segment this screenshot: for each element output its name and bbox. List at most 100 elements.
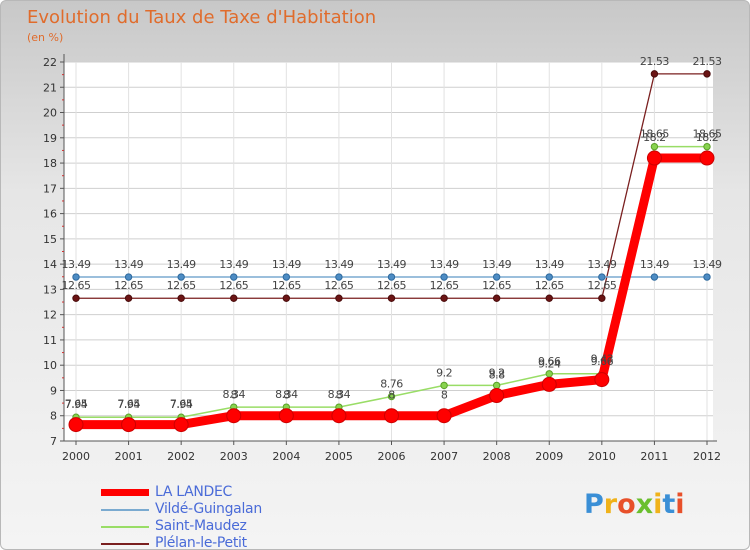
data-label-vilde: 13.49 bbox=[430, 258, 459, 271]
y-tick-label: 8 bbox=[50, 410, 57, 423]
y-tick-label: 12 bbox=[43, 309, 57, 322]
data-label-plelan: 12.65 bbox=[167, 279, 196, 292]
data-point-plelan bbox=[650, 70, 659, 78]
data-label-plelan: 12.65 bbox=[219, 279, 248, 292]
data-label-plelan: 12.65 bbox=[430, 279, 459, 292]
x-tick-label: 2012 bbox=[693, 450, 721, 463]
data-label-la_landec: 7.65 bbox=[65, 398, 88, 411]
data-point-plelan bbox=[598, 294, 606, 302]
data-label-vilde: 13.49 bbox=[219, 258, 248, 271]
data-label-plelan: 12.65 bbox=[482, 279, 511, 292]
data-label-la_landec: 9.24 bbox=[538, 357, 561, 370]
data-point-vilde bbox=[230, 273, 238, 281]
y-tick-label: 19 bbox=[43, 132, 57, 145]
data-label-saint: 8.34 bbox=[223, 388, 246, 401]
data-label-vilde: 13.49 bbox=[693, 258, 722, 271]
logo-letter: P bbox=[584, 489, 604, 520]
data-label-plelan: 12.65 bbox=[62, 279, 91, 292]
data-point-plelan bbox=[492, 294, 501, 302]
data-label-saint: 18.65 bbox=[693, 128, 722, 141]
data-point-plelan bbox=[440, 294, 448, 302]
data-point-saint bbox=[440, 381, 448, 390]
data-label-la_landec: 8.8 bbox=[489, 369, 505, 382]
legend-item-la-landec: LA LANDEC bbox=[101, 484, 361, 502]
y-tick-label: 16 bbox=[43, 208, 57, 221]
data-point-la_landec bbox=[436, 408, 452, 424]
data-point-la_landec bbox=[331, 408, 347, 424]
logo-letter: i bbox=[653, 489, 663, 520]
data-label-vilde: 13.49 bbox=[272, 258, 301, 271]
data-point-vilde bbox=[72, 273, 80, 281]
data-point-la_landec bbox=[541, 376, 557, 392]
data-point-la_landec bbox=[226, 408, 242, 424]
data-point-la_landec bbox=[278, 408, 294, 424]
data-point-plelan bbox=[545, 294, 553, 302]
legend-swatch-saint-maudez bbox=[101, 526, 149, 528]
data-point-saint bbox=[492, 381, 501, 390]
y-tick-label: 13 bbox=[43, 283, 57, 296]
data-label-saint: 7.94 bbox=[117, 398, 140, 411]
data-point-vilde bbox=[124, 273, 133, 281]
data-point-la_landec bbox=[594, 372, 610, 388]
data-label-plelan: 12.65 bbox=[535, 279, 564, 292]
data-point-saint bbox=[387, 392, 396, 401]
legend-label-la-landec: LA LANDEC bbox=[155, 484, 233, 500]
y-tick-label: 11 bbox=[43, 334, 57, 347]
legend-item-plelan-le-petit: Plélan-le-Petit bbox=[101, 535, 361, 550]
data-point-la_landec bbox=[384, 408, 399, 424]
y-tick-label: 7 bbox=[50, 435, 57, 448]
data-point-vilde bbox=[598, 273, 606, 281]
data-label-vilde: 13.49 bbox=[535, 258, 564, 271]
x-tick-label: 2005 bbox=[325, 450, 353, 463]
data-label-saint: 9.66 bbox=[538, 355, 561, 368]
legend-swatch-plelan-le-petit bbox=[101, 543, 149, 545]
x-tick-label: 2007 bbox=[430, 450, 458, 463]
data-point-vilde bbox=[545, 273, 553, 281]
data-point-vilde bbox=[387, 273, 396, 281]
data-point-vilde bbox=[282, 273, 291, 281]
data-label-saint: 7.94 bbox=[170, 398, 193, 411]
data-label-plelan: 12.65 bbox=[324, 279, 353, 292]
legend-label-plelan-le-petit: Plélan-le-Petit bbox=[155, 535, 247, 550]
chart-title: Evolution du Taux de Taxe d'Habitation bbox=[27, 7, 377, 28]
data-point-vilde bbox=[177, 273, 185, 281]
data-point-vilde bbox=[703, 273, 711, 281]
y-tick-label: 18 bbox=[43, 157, 57, 170]
data-point-plelan bbox=[335, 294, 343, 302]
x-tick-label: 2000 bbox=[62, 450, 90, 463]
data-label-vilde: 13.49 bbox=[114, 258, 143, 271]
x-tick-label: 2002 bbox=[167, 450, 195, 463]
x-tick-label: 2001 bbox=[115, 450, 143, 463]
data-point-plelan bbox=[177, 294, 185, 302]
logo-letter: r bbox=[603, 489, 618, 520]
data-label-vilde: 13.49 bbox=[62, 258, 91, 271]
data-label-plelan: 12.65 bbox=[587, 279, 616, 292]
y-tick-label: 9 bbox=[50, 384, 57, 397]
legend: LA LANDEC Vildé-Guingalan Saint-Maudez P… bbox=[101, 484, 361, 550]
data-point-saint bbox=[545, 370, 553, 378]
data-label-plelan: 21.53 bbox=[640, 55, 669, 68]
data-label-la_landec: 8 bbox=[336, 389, 343, 402]
y-tick-label: 14 bbox=[43, 258, 57, 271]
y-tick-label: 22 bbox=[43, 56, 57, 69]
data-label-la_landec: 8 bbox=[388, 389, 395, 402]
data-label-la_landec: 18.2 bbox=[643, 131, 666, 144]
legend-item-saint-maudez: Saint-Maudez bbox=[101, 518, 361, 536]
data-label-la_landec: 18.2 bbox=[696, 131, 719, 144]
legend-label-saint-maudez: Saint-Maudez bbox=[155, 518, 247, 534]
data-label-vilde: 13.49 bbox=[167, 258, 196, 271]
data-point-vilde bbox=[650, 273, 659, 281]
data-label-plelan: 21.53 bbox=[693, 55, 722, 68]
data-point-saint bbox=[650, 142, 659, 151]
data-point-vilde bbox=[440, 273, 448, 281]
x-tick-label: 2004 bbox=[272, 450, 300, 463]
x-tick-label: 2010 bbox=[588, 450, 616, 463]
data-point-plelan bbox=[282, 294, 291, 302]
data-point-plelan bbox=[124, 294, 133, 302]
logo-letter: o bbox=[617, 489, 636, 520]
data-label-plelan: 12.65 bbox=[272, 279, 301, 292]
logo-letter: t bbox=[662, 489, 676, 520]
data-label-saint: 7.94 bbox=[65, 398, 88, 411]
data-label-vilde: 13.49 bbox=[587, 258, 616, 271]
